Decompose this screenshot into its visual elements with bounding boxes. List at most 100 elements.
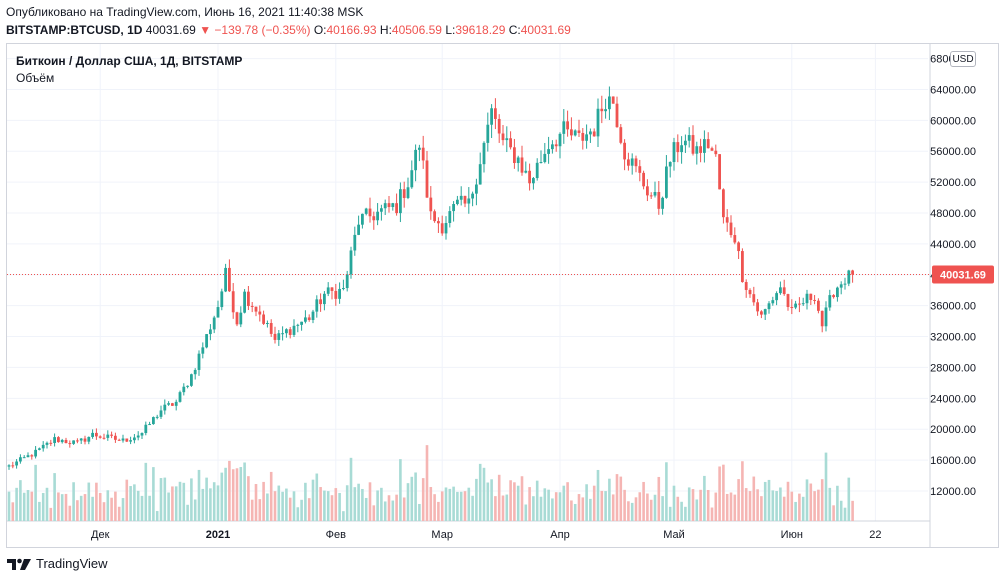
chart-title: Биткоин / Доллар США, 1Д, BITSTAMP — [16, 54, 243, 68]
candle — [577, 130, 581, 133]
candle — [79, 438, 83, 441]
candle — [699, 146, 702, 153]
volume-bar — [604, 491, 607, 521]
candle — [706, 139, 710, 149]
volume-bar — [212, 482, 216, 521]
candle — [121, 438, 125, 441]
y-tick-label: 36000.00 — [930, 301, 976, 313]
candle — [680, 145, 683, 153]
volume-bar — [478, 463, 482, 521]
candle — [608, 96, 611, 110]
candle — [741, 251, 744, 283]
candle — [425, 160, 429, 198]
candle — [148, 424, 151, 426]
volume-bar — [11, 502, 15, 521]
volume-bar — [209, 488, 212, 521]
volume-bar — [710, 507, 714, 521]
volume-bar — [627, 501, 630, 521]
volume-bar — [706, 489, 710, 521]
candle — [45, 442, 49, 445]
candle — [486, 124, 490, 143]
volume-bar — [288, 497, 292, 521]
volume-bar — [197, 469, 201, 521]
volume-bar — [76, 500, 79, 521]
candle — [642, 172, 645, 187]
candle — [269, 323, 273, 334]
open-value: 40166.93 — [326, 23, 377, 37]
volume-bar — [292, 491, 296, 521]
volume-bar — [26, 490, 30, 521]
candle — [383, 203, 387, 209]
candle — [570, 129, 573, 136]
volume-bar — [34, 464, 37, 521]
volume-bar — [319, 487, 322, 521]
candle — [520, 157, 524, 173]
volume-bar — [497, 474, 501, 521]
volume-bar — [467, 487, 471, 521]
candle — [83, 438, 87, 442]
candle — [285, 329, 288, 334]
volume-bar — [376, 490, 379, 521]
candle — [718, 154, 721, 190]
candle — [201, 347, 205, 354]
candle — [703, 139, 706, 153]
candle — [406, 187, 410, 198]
volume-bar — [589, 498, 592, 521]
y-tick-label: 24000.00 — [930, 393, 976, 405]
volume-bar — [463, 491, 467, 521]
volume-bar — [19, 480, 22, 521]
volume-bar — [547, 489, 550, 521]
volume-bar — [326, 491, 330, 521]
volume-bar — [608, 478, 611, 521]
volume-bar — [657, 476, 661, 521]
volume-bar — [7, 491, 11, 521]
candle — [440, 223, 444, 234]
candle — [186, 385, 189, 387]
candle — [547, 149, 550, 154]
volume-bar — [596, 469, 600, 521]
candle — [197, 353, 201, 370]
volume-bar — [475, 478, 478, 521]
candle — [30, 455, 34, 457]
volume-bar — [790, 491, 794, 521]
candle — [228, 267, 231, 292]
footer-brand[interactable]: TradingView — [6, 556, 108, 571]
chart-frame[interactable] — [6, 43, 999, 548]
candle — [72, 440, 75, 444]
volume-bar — [516, 485, 520, 521]
candle — [277, 333, 281, 340]
volume-bar — [57, 492, 60, 521]
volume-bar — [494, 496, 497, 521]
candle — [281, 333, 284, 335]
candle — [513, 147, 516, 164]
volume-bar — [676, 496, 680, 521]
candle — [433, 211, 436, 222]
volume-bar — [433, 494, 436, 521]
volume-bar — [581, 497, 585, 521]
volume-bar — [220, 472, 224, 521]
candle — [828, 295, 832, 308]
candle — [467, 198, 471, 204]
candle — [19, 457, 22, 462]
candle — [722, 189, 725, 218]
y-tick-label: 60000.00 — [930, 115, 976, 127]
currency-badge[interactable]: USD — [950, 51, 976, 67]
candle — [38, 448, 41, 450]
volume-bar — [338, 492, 341, 521]
candle — [634, 158, 638, 167]
volume-bar — [178, 481, 182, 521]
candle — [794, 303, 797, 308]
volume-bar — [634, 497, 638, 521]
x-tick-label: Фев — [326, 529, 346, 541]
candle — [15, 461, 18, 466]
candle — [562, 121, 566, 134]
candle — [26, 455, 30, 458]
candle — [836, 287, 839, 298]
volume-bar — [440, 491, 444, 521]
candle — [330, 287, 334, 291]
candle — [684, 140, 687, 146]
candle — [182, 386, 186, 393]
candle — [604, 109, 607, 112]
volume-bar — [585, 484, 588, 521]
